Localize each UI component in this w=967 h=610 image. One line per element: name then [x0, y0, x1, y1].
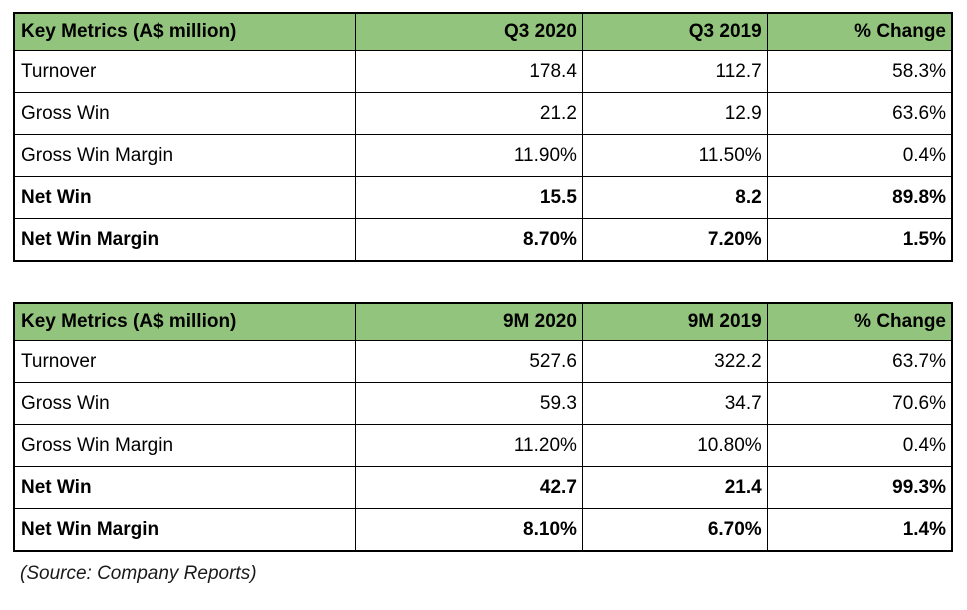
- table-row-net-win-margin: Net Win Margin 8.10% 6.70% 1.4%: [13, 508, 953, 552]
- column-header-q3-2019: Q3 2019: [581, 12, 768, 51]
- metric-value: 63.6%: [766, 92, 953, 135]
- metric-value: 99.3%: [766, 466, 953, 509]
- metric-value: 21.2: [354, 92, 583, 135]
- table-header-row: Key Metrics (A$ million) 9M 2020 9M 2019…: [13, 302, 953, 341]
- column-header-pct-change: % Change: [766, 12, 953, 51]
- table-row-gross-win-margin: Gross Win Margin 11.20% 10.80% 0.4%: [13, 424, 953, 467]
- metric-value: 8.70%: [354, 218, 583, 262]
- metric-label: Turnover: [13, 340, 356, 383]
- metric-value: 42.7: [354, 466, 583, 509]
- column-header-metrics: Key Metrics (A$ million): [13, 12, 356, 51]
- nine-month-metrics-table: Key Metrics (A$ million) 9M 2020 9M 2019…: [13, 302, 953, 552]
- table-row-net-win: Net Win 42.7 21.4 99.3%: [13, 466, 953, 509]
- table-row-net-win: Net Win 15.5 8.2 89.8%: [13, 176, 953, 219]
- metric-label: Gross Win Margin: [13, 424, 356, 467]
- metric-label: Turnover: [13, 50, 356, 93]
- metric-label: Gross Win: [13, 92, 356, 135]
- column-header-pct-change: % Change: [766, 302, 953, 341]
- metric-value: 11.20%: [354, 424, 583, 467]
- metric-value: 178.4: [354, 50, 583, 93]
- metric-value: 10.80%: [581, 424, 768, 467]
- table-row-turnover: Turnover 178.4 112.7 58.3%: [13, 50, 953, 93]
- q3-metrics-table: Key Metrics (A$ million) Q3 2020 Q3 2019…: [13, 12, 953, 262]
- metric-value: 12.9: [581, 92, 768, 135]
- table-row-turnover: Turnover 527.6 322.2 63.7%: [13, 340, 953, 383]
- metric-value: 8.10%: [354, 508, 583, 552]
- metric-label: Net Win Margin: [13, 218, 356, 262]
- metric-value: 70.6%: [766, 382, 953, 425]
- metric-value: 1.4%: [766, 508, 953, 552]
- column-header-9m-2020: 9M 2020: [354, 302, 583, 341]
- table-row-gross-win: Gross Win 59.3 34.7 70.6%: [13, 382, 953, 425]
- metric-value: 89.8%: [766, 176, 953, 219]
- metric-value: 63.7%: [766, 340, 953, 383]
- metric-value: 112.7: [581, 50, 768, 93]
- metric-value: 0.4%: [766, 134, 953, 177]
- metric-value: 8.2: [581, 176, 768, 219]
- table-header-row: Key Metrics (A$ million) Q3 2020 Q3 2019…: [13, 12, 953, 51]
- metric-value: 15.5: [354, 176, 583, 219]
- column-header-metrics: Key Metrics (A$ million): [13, 302, 356, 341]
- metric-label: Gross Win: [13, 382, 356, 425]
- column-header-9m-2019: 9M 2019: [581, 302, 768, 341]
- metric-label: Net Win: [13, 466, 356, 509]
- metric-value: 11.90%: [354, 134, 583, 177]
- metric-value: 11.50%: [581, 134, 768, 177]
- table-row-net-win-margin: Net Win Margin 8.70% 7.20% 1.5%: [13, 218, 953, 262]
- table-row-gross-win-margin: Gross Win Margin 11.90% 11.50% 0.4%: [13, 134, 953, 177]
- metric-value: 1.5%: [766, 218, 953, 262]
- metric-value: 527.6: [354, 340, 583, 383]
- table-row-gross-win: Gross Win 21.2 12.9 63.6%: [13, 92, 953, 135]
- metric-value: 21.4: [581, 466, 768, 509]
- metric-value: 59.3: [354, 382, 583, 425]
- source-note: (Source: Company Reports): [20, 563, 257, 584]
- column-header-q3-2020: Q3 2020: [354, 12, 583, 51]
- metric-label: Net Win: [13, 176, 356, 219]
- metric-label: Net Win Margin: [13, 508, 356, 552]
- metric-value: 58.3%: [766, 50, 953, 93]
- metric-value: 6.70%: [581, 508, 768, 552]
- metric-value: 0.4%: [766, 424, 953, 467]
- metric-value: 34.7: [581, 382, 768, 425]
- metric-value: 7.20%: [581, 218, 768, 262]
- metric-value: 322.2: [581, 340, 768, 383]
- metric-label: Gross Win Margin: [13, 134, 356, 177]
